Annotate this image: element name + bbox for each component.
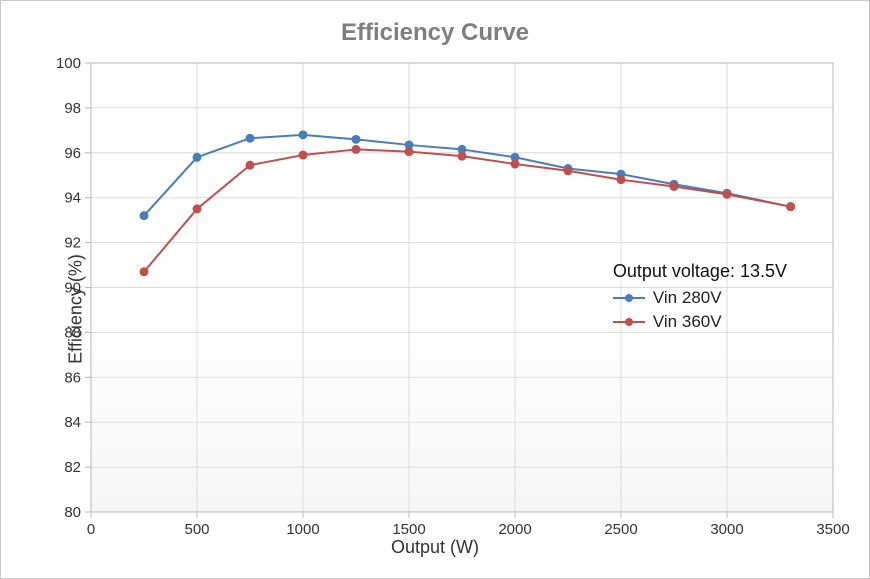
svg-text:100: 100 bbox=[56, 57, 81, 72]
svg-text:2000: 2000 bbox=[498, 521, 531, 538]
svg-text:500: 500 bbox=[184, 521, 209, 538]
legend-title: Output voltage: 13.5V bbox=[613, 261, 787, 282]
svg-text:94: 94 bbox=[64, 190, 81, 207]
svg-text:3500: 3500 bbox=[816, 521, 849, 538]
legend-label: Vin 280V bbox=[653, 288, 722, 308]
svg-text:80: 80 bbox=[64, 504, 81, 521]
svg-text:96: 96 bbox=[64, 145, 81, 162]
x-axis-label: Output (W) bbox=[391, 537, 479, 558]
legend-label: Vin 360V bbox=[653, 312, 722, 332]
svg-text:92: 92 bbox=[64, 235, 81, 252]
svg-text:1000: 1000 bbox=[286, 521, 319, 538]
svg-text:3000: 3000 bbox=[710, 521, 743, 538]
legend-swatch bbox=[613, 292, 645, 304]
legend: Output voltage: 13.5V Vin 280V Vin 360V bbox=[613, 261, 787, 336]
svg-text:1500: 1500 bbox=[392, 521, 425, 538]
svg-text:86: 86 bbox=[64, 369, 81, 386]
legend-item: Vin 280V bbox=[613, 288, 787, 308]
legend-item: Vin 360V bbox=[613, 312, 787, 332]
plot-area: Efficiency (%) 0 500 1000 1500 2000 2500 3000 3… bbox=[13, 57, 857, 560]
svg-text:82: 82 bbox=[64, 459, 81, 476]
svg-text:2500: 2500 bbox=[604, 521, 637, 538]
chart-frame: Efficiency Curve Efficiency (%) 0 500 1000… bbox=[0, 0, 870, 579]
chart-title: Efficiency Curve bbox=[13, 19, 857, 47]
svg-text:98: 98 bbox=[64, 100, 81, 117]
legend-swatch bbox=[613, 316, 645, 328]
y-axis-label: Efficiency (%) bbox=[65, 254, 86, 364]
svg-text:84: 84 bbox=[64, 414, 81, 431]
svg-text:0: 0 bbox=[87, 521, 95, 538]
chart-container: Efficiency Curve Efficiency (%) 0 500 1000… bbox=[13, 19, 857, 572]
